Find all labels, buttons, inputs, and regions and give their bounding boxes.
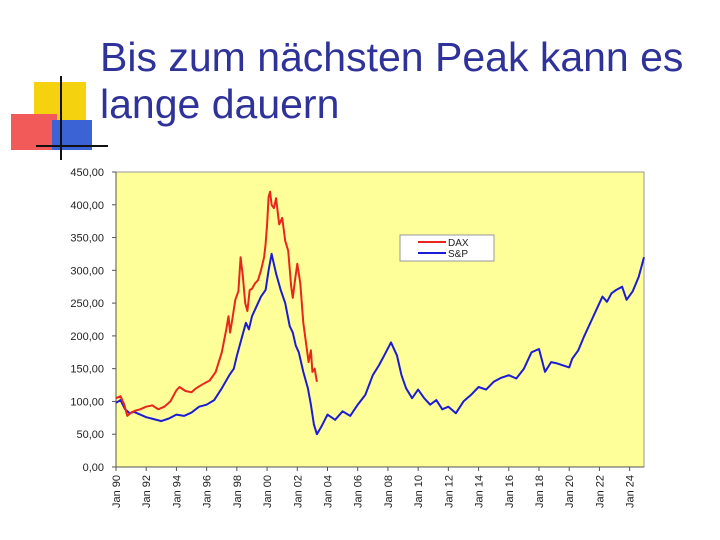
series-line-sp <box>115 252 645 436</box>
x-tick-label: Jan 00 <box>262 475 274 508</box>
slide-title: Bis zum nächsten Peak kann es lange daue… <box>100 34 684 127</box>
x-tick-label: Jan 22 <box>594 475 606 508</box>
x-tick-label: Jan 10 <box>413 475 425 508</box>
deco-red-square <box>11 114 57 150</box>
x-axis-ticks: Jan 90 Jan 92 Jan 94 Jan 96 Jan 98 Jan 00 Jan … <box>111 467 637 508</box>
x-tick-label: Jan 16 <box>504 475 516 508</box>
y-tick-label: 400,00 <box>70 200 104 212</box>
legend-label-dax: DAX <box>448 238 469 249</box>
x-tick-label: Jan 90 <box>111 475 123 508</box>
x-tick-label: Jan 24 <box>625 475 637 508</box>
y-tick-label: 250,00 <box>70 298 104 310</box>
y-axis-ticks: 0,00 50,00 100,00 150,00 200,00 250,00 300,00 3… <box>70 167 116 474</box>
y-tick-label: 100,00 <box>70 396 104 408</box>
y-tick-label: 300,00 <box>70 265 104 277</box>
x-tick-label: Jan 92 <box>141 475 153 508</box>
x-tick-label: Jan 06 <box>353 475 365 508</box>
legend-box <box>399 234 495 262</box>
x-tick-label: Jan 20 <box>564 475 576 508</box>
y-tick-label: 450,00 <box>70 167 104 179</box>
x-tick-label: Jan 96 <box>202 475 214 508</box>
series-lines <box>115 190 645 436</box>
x-tick-label: Jan 18 <box>534 475 546 508</box>
x-tick-label: Jan 94 <box>171 475 183 508</box>
x-tick-label: Jan 12 <box>443 475 455 508</box>
y-tick-label: 50,00 <box>76 429 104 441</box>
x-tick-label: Jan 04 <box>323 475 335 508</box>
y-tick-label: 150,00 <box>70 364 104 376</box>
x-tick-label: Jan 08 <box>383 475 395 508</box>
legend: DAX S&P <box>399 234 495 262</box>
x-tick-label: Jan 14 <box>474 475 486 508</box>
y-tick-label: 350,00 <box>70 233 104 245</box>
legend-label-sp: S&P <box>448 249 468 260</box>
series-line-dax <box>115 190 318 417</box>
slide-decoration <box>11 76 108 160</box>
x-tick-label: Jan 02 <box>292 475 304 508</box>
y-tick-label: 200,00 <box>70 331 104 343</box>
y-tick-label: 0,00 <box>83 462 104 474</box>
x-tick-label: Jan 98 <box>232 475 244 508</box>
plot-area <box>115 171 645 468</box>
